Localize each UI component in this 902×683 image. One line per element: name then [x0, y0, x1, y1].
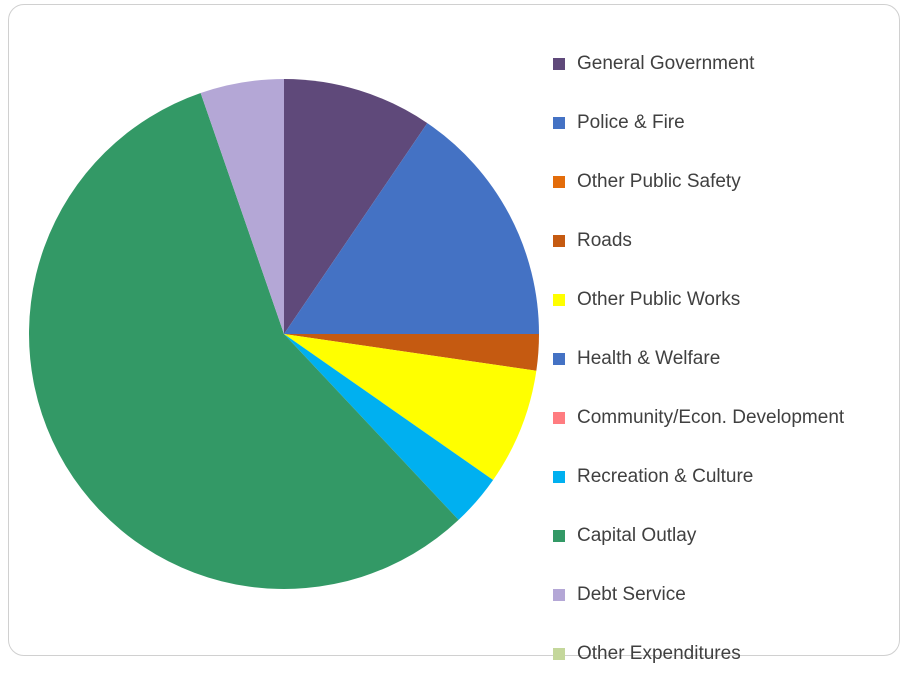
pie-slice-police-fire [284, 123, 539, 334]
pie-slice-recreation-culture [284, 334, 494, 520]
legend-item-debt-service: Debt Service [553, 565, 844, 624]
legend-label: Recreation & Culture [577, 465, 754, 487]
legend-item-health-welfare: Health & Welfare [553, 329, 844, 388]
pie-slice-other-public-works [284, 334, 537, 480]
chart-frame: General Government Police & Fire Other Pub… [8, 4, 900, 664]
legend-label: Capital Outlay [577, 524, 697, 546]
legend-item-other-public-safety: Other Public Safety [553, 152, 844, 211]
legend-swatch [553, 234, 565, 247]
legend-label: Other Public Works [577, 288, 741, 310]
pie-slice-general-government [284, 79, 428, 334]
legend-item-other-public-works: Other Public Works [553, 270, 844, 329]
legend-swatch [553, 293, 565, 306]
legend-label: Community/Econ. Development [577, 406, 845, 428]
chart-legend: General Government Police & Fire Other Pub… [553, 34, 844, 683]
legend-swatch [553, 588, 565, 601]
legend-swatch [553, 470, 565, 483]
legend-label: Health & Welfare [577, 347, 721, 369]
legend-label: General Government [577, 52, 755, 74]
legend-item-community-econ-development: Community/Econ. Development [553, 388, 844, 447]
legend-swatch [553, 529, 565, 542]
legend-swatch [553, 57, 565, 70]
pie-chart [29, 79, 539, 590]
legend-item-capital-outlay: Capital Outlay [553, 506, 844, 565]
pie-slice-debt-service [200, 79, 284, 334]
legend-item-roads: Roads [553, 211, 844, 270]
legend-label: Debt Service [577, 583, 686, 605]
legend-label: Other Public Safety [577, 170, 741, 192]
legend-swatch [553, 175, 565, 188]
legend-swatch [553, 352, 565, 365]
legend-item-other-expenditures: Other Expenditures [553, 624, 844, 683]
legend-label: Roads [577, 229, 632, 251]
legend-swatch [553, 116, 565, 129]
pie-slice-roads [284, 334, 539, 371]
legend-item-police-fire: Police & Fire [553, 93, 844, 152]
legend-label: Other Expenditures [577, 642, 741, 664]
legend-item-recreation-culture: Recreation & Culture [553, 447, 844, 506]
legend-label: Police & Fire [577, 111, 685, 133]
legend-swatch [553, 411, 565, 424]
legend-item-general-government: General Government [553, 34, 844, 93]
legend-swatch [553, 647, 565, 660]
pie-slice-capital-outlay [29, 93, 459, 590]
